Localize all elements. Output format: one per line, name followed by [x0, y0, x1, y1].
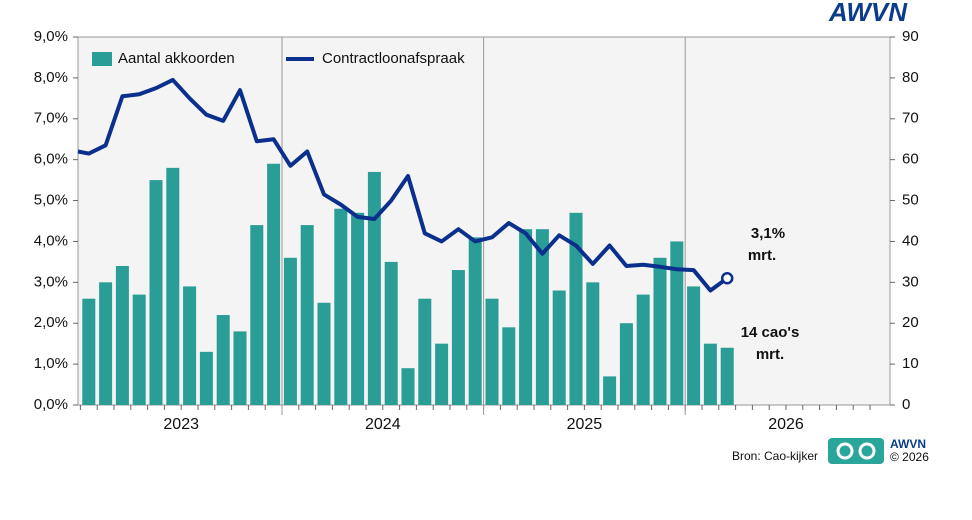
y-tick-label: 0,0% [34, 396, 68, 413]
bar [720, 347, 734, 405]
y2-tick-label: 80 [902, 69, 919, 86]
y-tick-label: 2,0% [34, 314, 68, 331]
bar [636, 294, 650, 405]
bar [334, 208, 348, 405]
bar [502, 327, 516, 405]
bar [552, 290, 566, 405]
source: Bron: Cao-kijker [732, 449, 818, 463]
bar [619, 323, 633, 405]
x-year-label: 2026 [768, 416, 804, 433]
y2-tick-label: 50 [902, 192, 919, 209]
bar [418, 298, 432, 405]
y-tick-label: 4,0% [34, 232, 68, 249]
logo-small: AWVN [890, 437, 926, 451]
bar [451, 270, 465, 405]
bar [149, 180, 163, 405]
y2-tick-label: 90 [902, 28, 919, 45]
annotation: mrt. [756, 346, 784, 363]
legend-label: Aantal akkoorden [118, 50, 235, 67]
bar [586, 282, 600, 405]
bar [317, 302, 331, 405]
y-tick-label: 8,0% [34, 69, 68, 86]
bar [283, 257, 297, 405]
y2-tick-label: 20 [902, 314, 919, 331]
x-year-label: 2024 [365, 416, 401, 433]
annotation: 3,1% [751, 225, 785, 242]
bar [670, 241, 684, 405]
bar [351, 212, 365, 405]
bar [384, 261, 398, 405]
bar [82, 298, 96, 405]
bar [300, 225, 314, 405]
logo-icon [828, 438, 884, 464]
bar [569, 212, 583, 405]
logo-icon [858, 442, 876, 460]
y-tick-label: 1,0% [34, 355, 68, 372]
bar [250, 225, 264, 405]
y2-tick-label: 0 [902, 396, 910, 413]
bar [603, 376, 617, 405]
bar [115, 265, 129, 405]
legend-label: Contractloonafspraak [322, 50, 465, 67]
y-tick-label: 7,0% [34, 110, 68, 127]
bar [166, 167, 180, 405]
x-year-label: 2023 [163, 416, 199, 433]
bar [401, 368, 415, 405]
bar [267, 163, 281, 405]
bar [485, 298, 499, 405]
bar [183, 286, 197, 405]
y2-tick-label: 10 [902, 355, 919, 372]
copyright: © 2026 [890, 450, 929, 464]
y2-tick-label: 30 [902, 273, 919, 290]
y-tick-label: 3,0% [34, 273, 68, 290]
legend-swatch [92, 52, 112, 66]
bar [233, 331, 247, 405]
bar [367, 171, 381, 405]
annotation: mrt. [748, 247, 776, 264]
bar [99, 282, 113, 405]
bar [435, 343, 449, 405]
end-marker [720, 271, 734, 285]
bar [687, 286, 701, 405]
bar [468, 237, 482, 405]
logo: AWVN [828, 0, 908, 27]
logo-icon [836, 442, 854, 460]
bar [132, 294, 146, 405]
bar [199, 351, 213, 405]
bar [535, 229, 549, 405]
y2-tick-label: 70 [902, 110, 919, 127]
y2-tick-label: 40 [902, 232, 919, 249]
bar [216, 315, 230, 405]
y-tick-label: 9,0% [34, 28, 68, 45]
annotation: 14 cao's [741, 324, 800, 341]
bar [519, 229, 533, 405]
y2-tick-label: 60 [902, 151, 919, 168]
y-tick-label: 5,0% [34, 192, 68, 209]
bar [653, 257, 667, 405]
x-year-label: 2025 [567, 416, 603, 433]
line [77, 77, 729, 293]
bar [703, 343, 717, 405]
y-tick-label: 6,0% [34, 151, 68, 168]
